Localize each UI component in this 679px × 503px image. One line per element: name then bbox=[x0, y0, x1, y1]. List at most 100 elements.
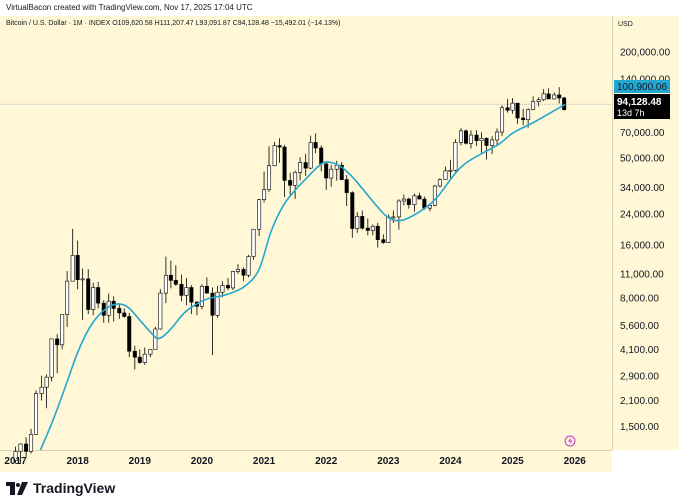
candle bbox=[412, 193, 417, 212]
price-tick-label: 1,500.00 bbox=[620, 422, 659, 433]
candle bbox=[313, 133, 318, 154]
candle-body-down bbox=[55, 338, 60, 346]
candle-body-down bbox=[75, 255, 80, 280]
candle bbox=[324, 161, 329, 190]
legend-change: −15,492.01 (−14.13%) bbox=[270, 20, 341, 27]
time-tick-label: 2017 bbox=[4, 456, 27, 467]
tradingview-logo[interactable]: TradingView bbox=[6, 480, 115, 496]
candle-body-down bbox=[282, 146, 287, 181]
candle bbox=[272, 141, 277, 167]
candle-body-up bbox=[262, 189, 267, 200]
candle bbox=[536, 97, 541, 107]
candle bbox=[453, 139, 458, 172]
countdown-label: 13d 7h bbox=[617, 108, 645, 118]
candle-body-up bbox=[251, 228, 256, 257]
candle-body-up bbox=[500, 107, 505, 133]
candle-body-up bbox=[459, 130, 464, 143]
candle-body-down bbox=[484, 138, 489, 146]
candle-body-down bbox=[179, 283, 184, 296]
candle-body-down bbox=[406, 198, 411, 205]
candle bbox=[262, 171, 267, 203]
candle-body-up bbox=[443, 170, 448, 180]
candle-body-up bbox=[329, 168, 334, 179]
time-tick-label: 2019 bbox=[129, 456, 152, 467]
candle-body-up bbox=[220, 285, 225, 293]
candle-body-down bbox=[339, 164, 344, 180]
candle bbox=[179, 274, 184, 302]
candle-body-down bbox=[117, 308, 122, 314]
candle bbox=[521, 108, 526, 126]
time-tick-label: 2018 bbox=[67, 456, 90, 467]
moving-average-layer bbox=[39, 103, 566, 451]
candle bbox=[210, 287, 215, 356]
candle-body-down bbox=[24, 443, 29, 452]
candle bbox=[34, 390, 39, 435]
candle-body-up bbox=[230, 271, 235, 289]
last-price-label: 94,128.48 bbox=[617, 97, 662, 108]
candle bbox=[277, 138, 282, 163]
candle bbox=[127, 312, 132, 358]
time-axis[interactable] bbox=[0, 450, 612, 473]
candle bbox=[562, 96, 567, 111]
candle-body-down bbox=[562, 97, 567, 110]
candle-body-down bbox=[350, 192, 355, 229]
candle-body-up bbox=[391, 216, 396, 219]
lightning-icon[interactable] bbox=[564, 435, 576, 447]
candle bbox=[443, 166, 448, 180]
candle bbox=[257, 198, 262, 237]
candle bbox=[132, 345, 137, 370]
candle-body-up bbox=[148, 349, 153, 355]
candle-body-down bbox=[173, 280, 178, 285]
candle bbox=[142, 347, 147, 365]
symbol-legend: Bitcoin / U.S. Dollar · 1M · INDEX O109,… bbox=[6, 20, 340, 27]
candle bbox=[339, 162, 344, 180]
candle-body-up bbox=[80, 278, 85, 281]
candle bbox=[437, 178, 442, 188]
candle-body-up bbox=[526, 109, 531, 121]
candle bbox=[546, 88, 551, 100]
candle bbox=[355, 212, 360, 233]
candlestick-chart: USD 1,500.00 2,100.00 2,900.00 4,100.00 5,60… bbox=[0, 21, 670, 467]
moving-average-line bbox=[39, 103, 566, 451]
price-tick-label: 70,000.00 bbox=[620, 128, 665, 139]
plot-area[interactable] bbox=[0, 16, 612, 450]
candle-body-up bbox=[386, 216, 391, 243]
candle bbox=[44, 374, 49, 409]
candle bbox=[319, 145, 324, 172]
candle bbox=[137, 349, 142, 364]
candle-body-up bbox=[215, 291, 220, 316]
candle-body-up bbox=[495, 131, 500, 141]
candle-body-up bbox=[70, 255, 75, 282]
candle-body-up bbox=[298, 162, 303, 173]
candle-body-up bbox=[91, 287, 96, 310]
tradingview-wordmark: TradingView bbox=[33, 480, 116, 496]
candle bbox=[344, 175, 349, 207]
candle-body-down bbox=[132, 350, 137, 358]
candle-body-down bbox=[474, 134, 479, 141]
candle bbox=[39, 375, 44, 401]
candle-body-up bbox=[158, 292, 163, 330]
candle-body-down bbox=[365, 227, 370, 231]
candle-body-up bbox=[39, 386, 44, 394]
time-ticks: 2017 2018 2019 2020 2021 2022 2023 2024 2025 2026 bbox=[4, 456, 586, 467]
candle bbox=[391, 210, 396, 223]
candle bbox=[60, 314, 65, 350]
candle-body-up bbox=[13, 451, 18, 461]
candle-body-up bbox=[536, 99, 541, 102]
candle bbox=[406, 197, 411, 209]
candle bbox=[298, 157, 303, 181]
candle-body-down bbox=[277, 145, 282, 148]
candle-body-up bbox=[199, 285, 204, 307]
candle-body-up bbox=[453, 142, 458, 171]
candle bbox=[215, 285, 220, 318]
candle bbox=[350, 191, 355, 238]
candle-body-up bbox=[370, 225, 375, 231]
candle-body-down bbox=[210, 292, 215, 316]
candle-body-down bbox=[381, 239, 386, 243]
candle-body-up bbox=[355, 216, 360, 229]
candle bbox=[163, 256, 168, 304]
candle-body-up bbox=[34, 393, 39, 435]
time-tick-label: 2021 bbox=[253, 456, 276, 467]
candle bbox=[122, 308, 127, 318]
